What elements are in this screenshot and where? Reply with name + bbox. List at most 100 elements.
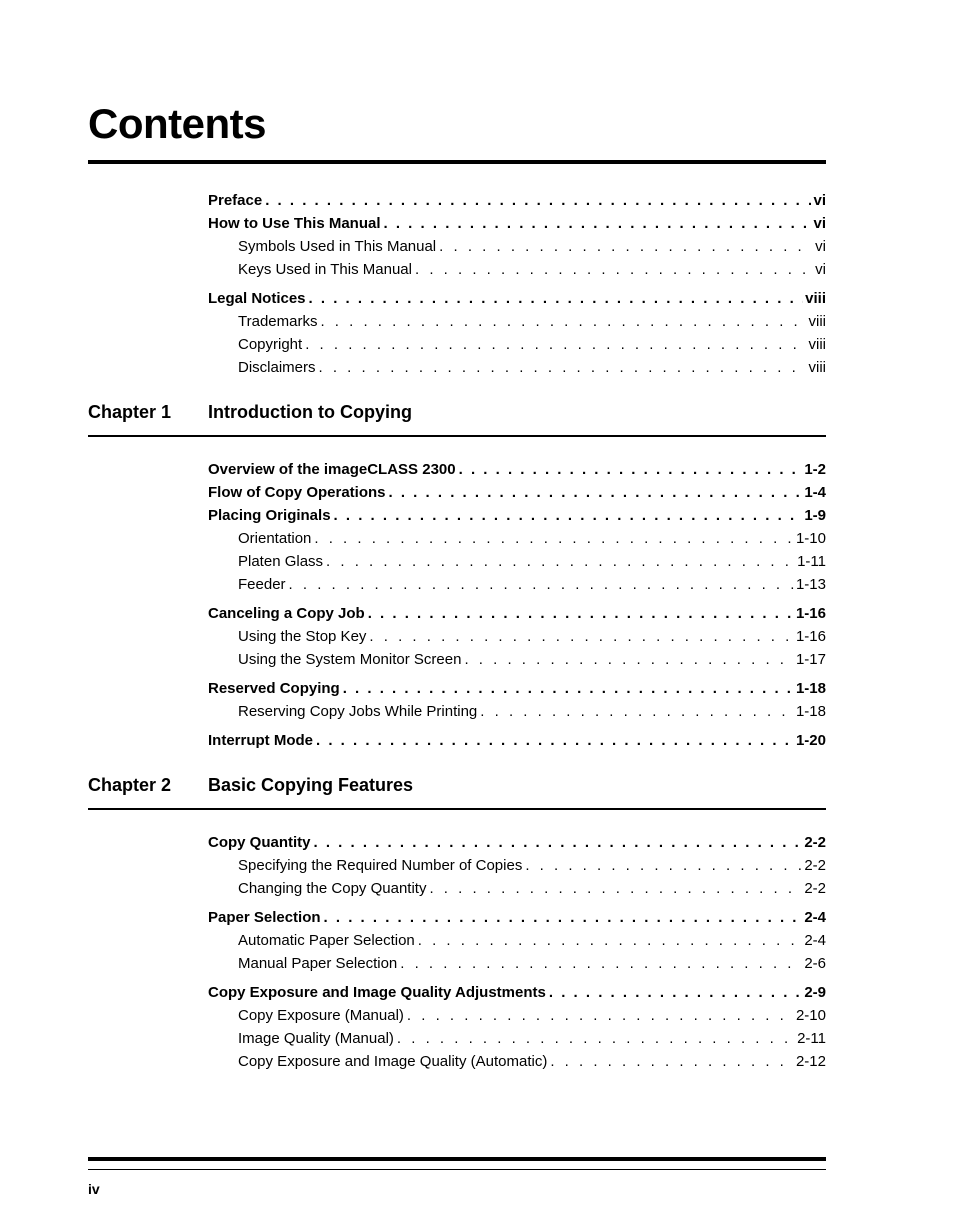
chapter-rule	[88, 435, 826, 437]
toc-text: Feeder	[238, 576, 286, 593]
page-title: Contents	[88, 100, 826, 148]
toc-page-ref: 2-12	[794, 1053, 826, 1070]
toc-line: Image Quality (Manual) 2-11	[208, 1030, 826, 1047]
toc-text: Specifying the Required Number of Copies	[238, 857, 522, 874]
toc-text: Placing Originals	[208, 507, 331, 524]
toc-leader-dots	[546, 984, 802, 1001]
toc-leader-dots	[286, 576, 794, 593]
toc-line: Changing the Copy Quantity 2-2	[208, 880, 826, 897]
chapter-title: Introduction to Copying	[208, 402, 826, 429]
toc-text: Changing the Copy Quantity	[238, 880, 426, 897]
toc-page-ref: 2-11	[795, 1030, 826, 1047]
toc-leader-dots	[436, 238, 813, 255]
toc-page-ref: 2-2	[802, 880, 826, 897]
toc-line: Canceling a Copy Job 1-16	[208, 605, 826, 622]
toc-leader-dots	[394, 1030, 795, 1047]
toc-leader-dots	[381, 215, 812, 232]
toc-line: Preface vi	[208, 192, 826, 209]
toc-page-ref: 2-2	[802, 834, 826, 851]
toc-page-ref: 1-11	[795, 553, 826, 570]
toc-leader-dots	[365, 605, 794, 622]
toc-page-ref: 2-9	[802, 984, 826, 1001]
toc-page-ref: 2-2	[802, 857, 826, 874]
toc-text: Orientation	[238, 530, 311, 547]
toc-page-ref: 1-16	[794, 605, 826, 622]
toc-text: Overview of the imageCLASS 2300	[208, 461, 456, 478]
toc-leader-dots	[412, 261, 813, 278]
toc-page-ref: 1-13	[794, 576, 826, 593]
toc-leader-dots	[302, 336, 806, 353]
toc-page-ref: 2-4	[802, 932, 826, 949]
toc-line: Using the Stop Key 1-16	[208, 628, 826, 645]
toc-leader-dots	[306, 290, 804, 307]
toc-page-ref: viii	[807, 313, 827, 330]
toc-line: Legal Notices viii	[208, 290, 826, 307]
toc-page-ref: vi	[811, 215, 826, 232]
toc-leader-dots	[426, 880, 802, 897]
toc-line: Reserving Copy Jobs While Printing 1-18	[208, 703, 826, 720]
chapter-label: Chapter 2	[88, 775, 208, 802]
toc-page-ref: 2-10	[794, 1007, 826, 1024]
toc-leader-dots	[386, 484, 803, 501]
toc-leader-dots	[323, 553, 795, 570]
toc-leader-dots	[316, 359, 807, 376]
toc-text: Using the System Monitor Screen	[238, 651, 461, 668]
chapter-body: Copy Quantity 2-2Specifying the Required…	[88, 834, 826, 1070]
toc-text: Trademarks	[238, 313, 317, 330]
toc-line: Symbols Used in This Manual vi	[208, 238, 826, 255]
toc-leader-dots	[331, 507, 803, 524]
toc-page-ref: vi	[813, 261, 826, 278]
toc-line: How to Use This Manual vi	[208, 215, 826, 232]
toc-page-ref: viii	[803, 290, 826, 307]
toc-text: Legal Notices	[208, 290, 306, 307]
title-rule	[88, 160, 826, 164]
page: Contents Preface vi How to Use This Manua…	[0, 0, 954, 1227]
chapter-title: Basic Copying Features	[208, 775, 826, 802]
chapter-heading-row: Chapter 1Introduction to Copying	[88, 402, 826, 429]
toc-text: Copy Exposure and Image Quality Adjustme…	[208, 984, 546, 1001]
toc-leader-dots	[415, 932, 803, 949]
toc-line: Copy Exposure and Image Quality (Automat…	[208, 1053, 826, 1070]
toc-page-ref: 1-18	[794, 680, 826, 697]
toc-line: Automatic Paper Selection 2-4	[208, 932, 826, 949]
toc-line: Platen Glass 1-11	[208, 553, 826, 570]
toc-page-ref: vi	[811, 192, 826, 209]
toc-line: Copy Exposure (Manual) 2-10	[208, 1007, 826, 1024]
toc-leader-dots	[547, 1053, 794, 1070]
toc-line: Keys Used in This Manual vi	[208, 261, 826, 278]
chapter-heading-row: Chapter 2Basic Copying Features	[88, 775, 826, 802]
footer-rule-thin	[88, 1169, 826, 1170]
footer-rule-thick	[88, 1157, 826, 1161]
toc-leader-dots	[456, 461, 803, 478]
chapter-body: Overview of the imageCLASS 2300 1-2 Flow …	[88, 461, 826, 749]
toc-leader-dots	[317, 313, 806, 330]
toc-text: Reserved Copying	[208, 680, 340, 697]
toc-text: Paper Selection	[208, 909, 321, 926]
toc-line: Specifying the Required Number of Copies…	[208, 857, 826, 874]
toc-page-ref: viii	[807, 359, 827, 376]
toc-line: Reserved Copying 1-18	[208, 680, 826, 697]
toc-text: Symbols Used in This Manual	[238, 238, 436, 255]
toc-text: Automatic Paper Selection	[238, 932, 415, 949]
toc-line: Flow of Copy Operations 1-4	[208, 484, 826, 501]
toc-page-ref: 1-18	[794, 703, 826, 720]
toc-text: Image Quality (Manual)	[238, 1030, 394, 1047]
toc-line: Copy Exposure and Image Quality Adjustme…	[208, 984, 826, 1001]
toc-line: Orientation 1-10	[208, 530, 826, 547]
toc-text: How to Use This Manual	[208, 215, 381, 232]
page-number: iv	[88, 1181, 100, 1197]
toc-line: Feeder 1-13	[208, 576, 826, 593]
toc-text: Disclaimers	[238, 359, 316, 376]
toc-page-ref: 2-6	[802, 955, 826, 972]
toc-text: Copyright	[238, 336, 302, 353]
toc-page-ref: 1-2	[802, 461, 826, 478]
toc-text: Using the Stop Key	[238, 628, 366, 645]
toc-text: Keys Used in This Manual	[238, 261, 412, 278]
chapters-container: Chapter 1Introduction to Copying Overview…	[88, 402, 826, 1070]
toc-leader-dots	[311, 530, 794, 547]
toc-leader-dots	[404, 1007, 794, 1024]
toc-text: Manual Paper Selection	[238, 955, 397, 972]
front-matter: Preface vi How to Use This Manual vi Symbo…	[88, 192, 826, 376]
toc-page-ref: 1-20	[794, 732, 826, 749]
toc-line: Using the System Monitor Screen 1-17	[208, 651, 826, 668]
